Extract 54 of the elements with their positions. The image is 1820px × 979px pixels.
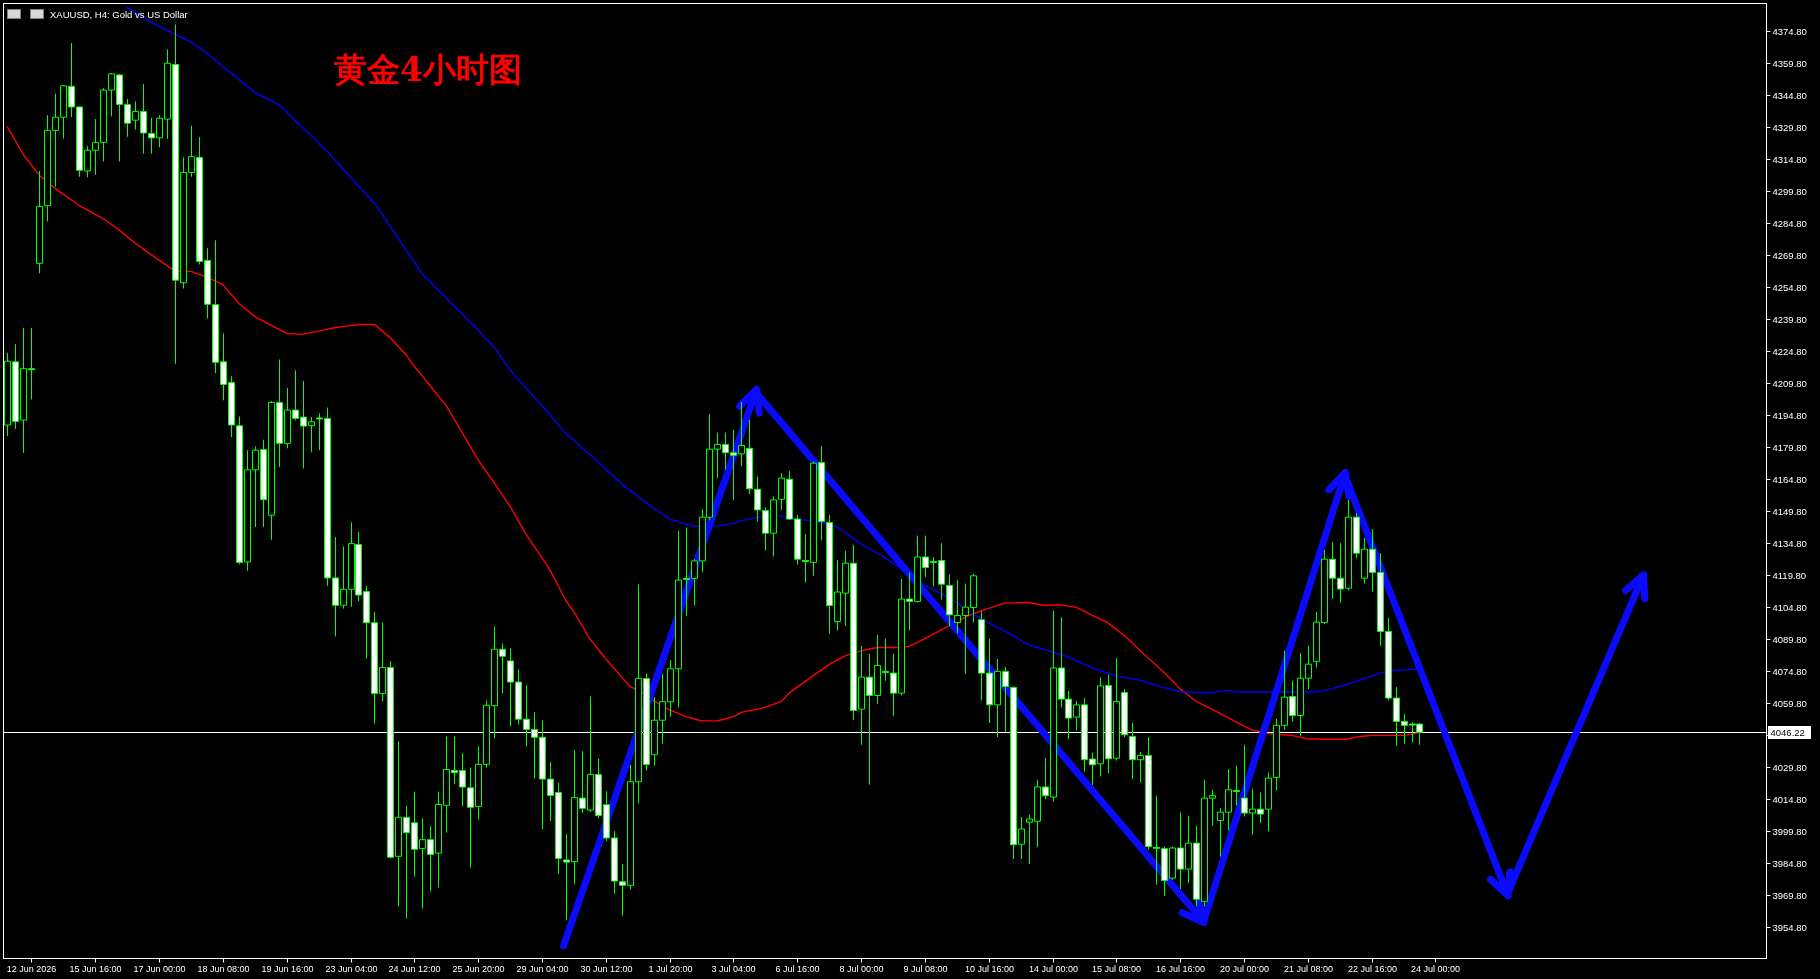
y-tick-label: 3954.80 (1772, 922, 1807, 933)
y-tick-label: 4104.80 (1772, 602, 1807, 613)
x-tick-label: 23 Jun 04:00 (325, 964, 378, 974)
y-tick-label: 3969.80 (1772, 890, 1807, 901)
x-tick-label: 21 Jul 08:00 (1283, 964, 1334, 974)
y-tick-label: 4014.80 (1772, 794, 1807, 805)
y-tick-label: 4314.80 (1772, 154, 1807, 165)
y-tick-label: 4299.80 (1772, 186, 1807, 197)
x-tick-label: 14 Jul 00:00 (1028, 964, 1079, 974)
y-tick-label: 4179.80 (1772, 442, 1807, 453)
y-tick-label: 4029.80 (1772, 762, 1807, 773)
x-tick-label: 6 Jul 16:00 (775, 964, 820, 974)
x-tick-label: 18 Jun 08:00 (197, 964, 250, 974)
y-tick-label: 4059.80 (1772, 698, 1807, 709)
y-tick-label: 4359.80 (1772, 58, 1807, 69)
x-tick-label: 30 Jun 12:00 (580, 964, 633, 974)
x-tick-label: 19 Jun 16:00 (261, 964, 314, 974)
x-tick-label: 1 Jul 20:00 (648, 964, 693, 974)
y-tick-label: 4134.80 (1772, 538, 1807, 549)
y-tick-label: 4224.80 (1772, 346, 1807, 357)
y-tick-label: 4194.80 (1772, 410, 1807, 421)
y-tick-label: 4149.80 (1772, 506, 1807, 517)
x-tick-label: 25 Jun 20:00 (452, 964, 505, 974)
y-tick-label: 4119.80 (1772, 570, 1807, 581)
y-tick-label: 4164.80 (1772, 474, 1807, 485)
y-tick-label: 4089.80 (1772, 634, 1807, 645)
y-tick-label: 3999.80 (1772, 826, 1807, 837)
y-tick-label: 4284.80 (1772, 218, 1807, 229)
x-tick-label: 10 Jul 16:00 (964, 964, 1015, 974)
x-tick-label: 17 Jun 00:00 (133, 964, 186, 974)
text: 黄金4小时图 (334, 50, 522, 89)
x-tick-label: 9 Jul 08:00 (903, 964, 948, 974)
x-tick-label: 20 Jul 00:00 (1219, 964, 1270, 974)
x-tick-label: 8 Jul 00:00 (839, 964, 884, 974)
x-tick-label: 24 Jul 00:00 (1410, 964, 1461, 974)
y-tick-label: 4239.80 (1772, 314, 1807, 325)
ref-line-label: 4046.22 (1770, 727, 1805, 738)
x-tick-label: 24 Jun 12:00 (388, 964, 441, 974)
x-tick-label: 15 Jun 16:00 (69, 964, 122, 974)
y-tick-label: 4209.80 (1772, 378, 1807, 389)
x-tick-label: 29 Jun 04:00 (516, 964, 569, 974)
x-tick-label: 22 Jul 16:00 (1347, 964, 1398, 974)
y-tick-label: 4344.80 (1772, 90, 1807, 101)
y-tick-label: 4074.80 (1772, 666, 1807, 677)
x-tick-label: 3 Jul 04:00 (711, 964, 756, 974)
y-tick-label: 4329.80 (1772, 122, 1807, 133)
x-tick-label: 12 Jun 2026 (6, 964, 57, 974)
x-tick-label: 16 Jul 16:00 (1155, 964, 1206, 974)
y-tick-label: 4269.80 (1772, 250, 1807, 261)
y-tick-label: 3984.80 (1772, 858, 1807, 869)
x-tick-label: 15 Jul 08:00 (1091, 964, 1142, 974)
ref-line-label: 4046.22 (1768, 726, 1811, 739)
y-tick-label: 4254.80 (1772, 282, 1807, 293)
y-tick-label: 4374.80 (1772, 26, 1807, 37)
